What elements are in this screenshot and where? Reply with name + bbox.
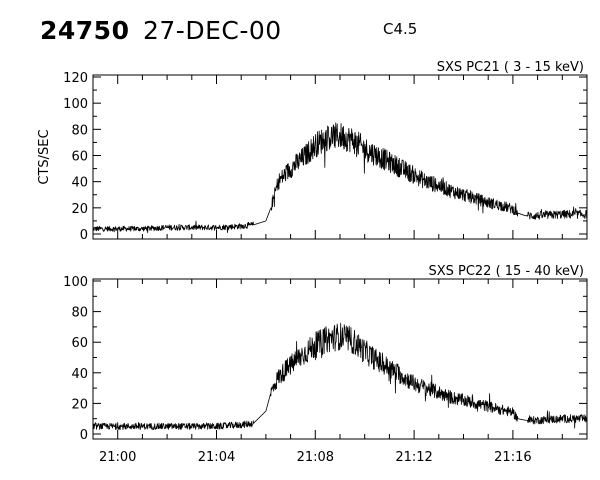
y-tick-label: 40 (71, 367, 88, 382)
y-tick-label: 0 (80, 228, 88, 243)
x-tick-label: 21:12 (395, 450, 432, 465)
x-tick-label: 21:16 (494, 450, 531, 465)
x-tick-label: 21:08 (297, 450, 334, 465)
y-tick-label: 80 (71, 306, 88, 321)
y-tick-label: 20 (71, 397, 88, 412)
plot-frame (92, 74, 588, 240)
panel-title: SXS PC21 ( 3 - 15 keV) (437, 60, 584, 75)
y-tick-label: 120 (63, 71, 88, 86)
count-rate-trace (92, 122, 588, 234)
plot-frame (92, 278, 588, 440)
panel-title: SXS PC22 ( 15 - 40 keV) (428, 264, 584, 279)
flare-class: C4.5 (383, 20, 418, 38)
event-id: 24750 (40, 16, 130, 45)
y-tick-label: 100 (63, 97, 88, 112)
y-tick-label: 20 (71, 202, 88, 217)
y-tick-label: 40 (71, 176, 88, 191)
x-tick-label: 21:04 (198, 450, 235, 465)
y-axis-label: CTS/SEC (37, 129, 52, 184)
panel-pc21: SXS PC21 ( 3 - 15 keV) CTS/SEC 0 20 40 60 80 10… (37, 60, 588, 243)
y-tick-label: 80 (71, 123, 88, 138)
y-tick-label: 60 (71, 336, 88, 351)
panel-pc22: SXS PC22 ( 15 - 40 keV) 0 20 40 60 80 100 21:00… (63, 264, 588, 465)
y-tick-label: 100 (63, 275, 88, 290)
x-tick-label: 21:00 (99, 450, 136, 465)
y-tick-label: 60 (71, 150, 88, 165)
y-tick-label: 0 (80, 428, 88, 443)
event-date: 27-DEC-00 (143, 16, 282, 45)
count-rate-trace (92, 322, 588, 430)
